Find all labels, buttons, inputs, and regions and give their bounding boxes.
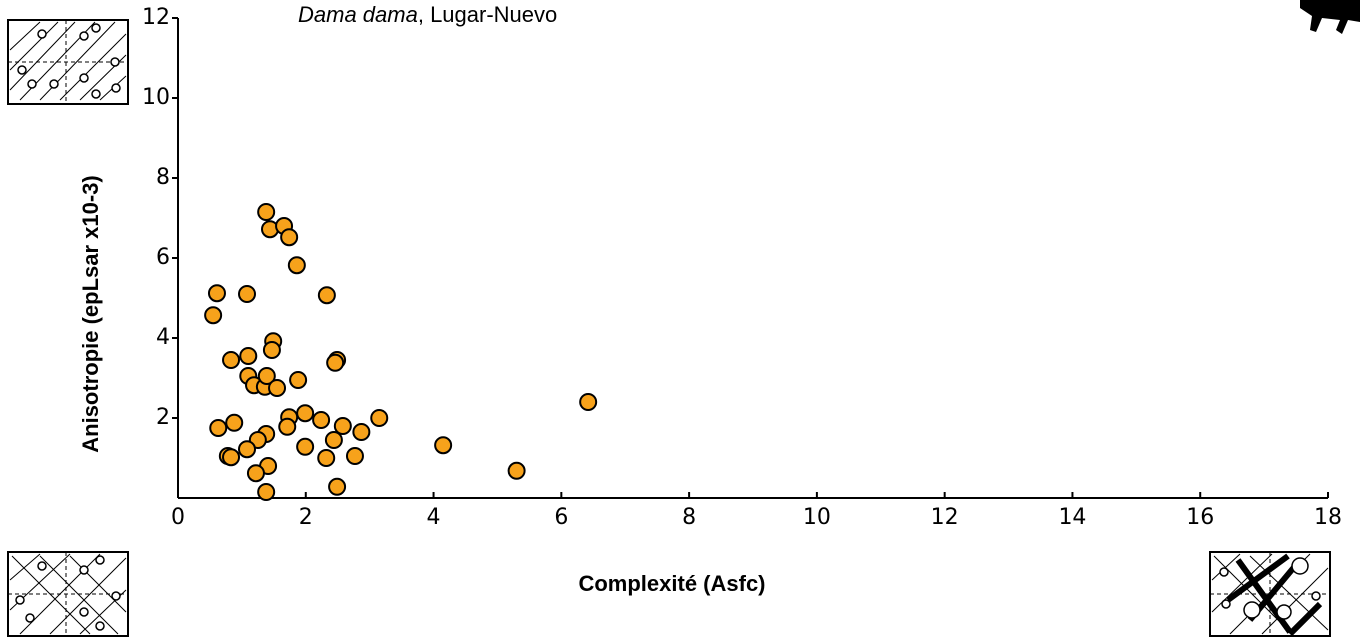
icon-top-left	[7, 19, 129, 105]
point	[352, 423, 371, 441]
icon-bottom-left	[7, 551, 129, 637]
point	[257, 203, 276, 221]
point	[225, 413, 244, 432]
point	[238, 440, 256, 459]
y-tick-label: 12	[142, 5, 170, 30]
chart-title: Dama dama, Lugar-Nuevo	[298, 2, 557, 27]
point	[296, 404, 315, 423]
x-tick-label: 10	[803, 505, 831, 530]
y-tick-label: 4	[156, 325, 170, 350]
title-site: , Lugar-Nuevo	[418, 2, 557, 27]
point	[262, 341, 281, 359]
point	[312, 411, 331, 429]
point	[209, 419, 228, 437]
x-tick-label: 4	[427, 505, 441, 530]
point	[207, 284, 226, 303]
deer-icon	[1300, 0, 1360, 34]
point	[287, 256, 306, 275]
point	[246, 464, 265, 483]
point	[317, 286, 336, 305]
point	[507, 461, 526, 480]
x-tick-label: 8	[682, 505, 696, 530]
point	[317, 449, 336, 467]
x-tick-label: 14	[1058, 505, 1086, 530]
point	[324, 431, 343, 449]
y-axis-label: Anisotropie (epLsar x10-3)	[78, 175, 103, 453]
x-tick-label: 6	[554, 505, 568, 530]
point	[257, 483, 276, 501]
point	[222, 351, 241, 369]
x-tick-label: 2	[299, 505, 313, 530]
point	[434, 436, 453, 455]
x-tick-label: 16	[1186, 505, 1214, 530]
point	[579, 393, 598, 411]
y-tick-label: 10	[142, 85, 170, 110]
y-tick-label: 6	[156, 245, 170, 270]
icon-bottom-right	[1209, 551, 1331, 637]
point	[280, 228, 299, 247]
point	[370, 409, 389, 427]
point	[278, 417, 297, 436]
point	[296, 437, 315, 456]
point	[204, 306, 223, 325]
point	[345, 447, 364, 465]
y-tick-label: 8	[156, 165, 170, 190]
point	[268, 379, 287, 397]
point	[257, 367, 276, 385]
x-axis-label: Complexité (Asfc)	[578, 571, 765, 596]
x-tick-label: 18	[1314, 505, 1342, 530]
point	[289, 371, 308, 389]
title-species: Dama dama	[298, 2, 418, 27]
point	[326, 353, 345, 372]
point	[222, 448, 241, 467]
x-tick-label: 12	[931, 505, 959, 530]
point	[333, 417, 352, 435]
y-tick-label: 2	[156, 405, 170, 430]
point	[328, 477, 347, 496]
x-tick-label: 0	[171, 505, 185, 530]
point	[238, 285, 256, 303]
point	[239, 347, 258, 365]
